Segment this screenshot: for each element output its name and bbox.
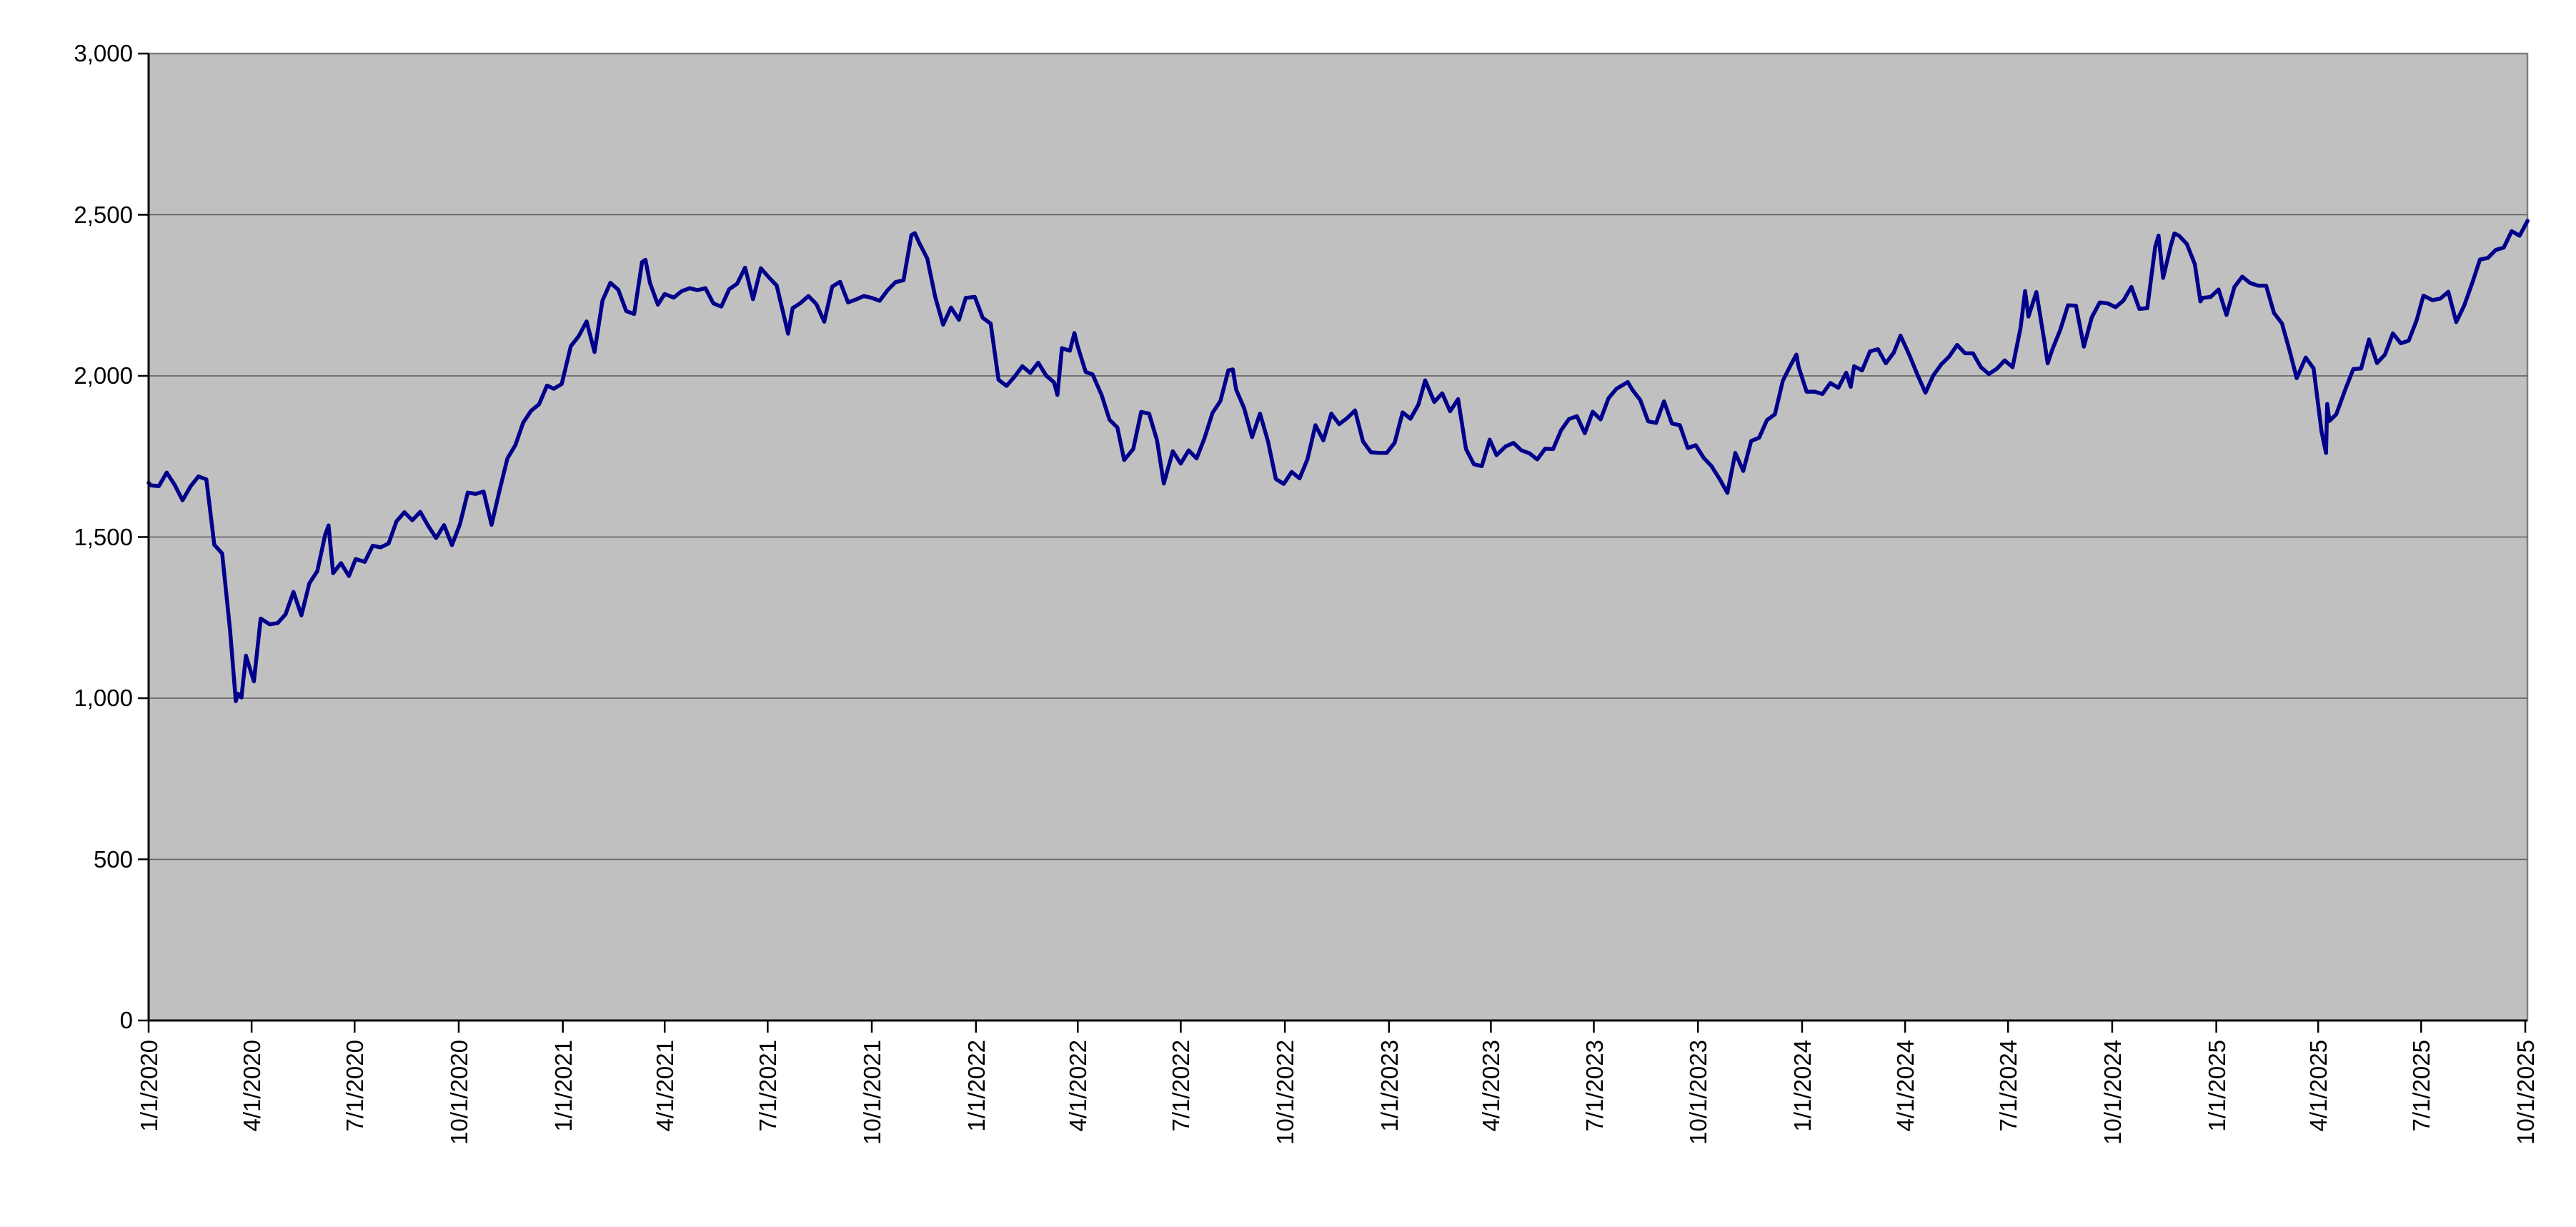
x-tick-label: 1/1/2023 bbox=[1376, 1040, 1403, 1132]
x-tick-label: 7/1/2020 bbox=[342, 1040, 369, 1132]
x-tick-label: 4/1/2023 bbox=[1478, 1040, 1505, 1132]
x-tick-label: 4/1/2020 bbox=[239, 1040, 266, 1132]
x-tick-label: 4/1/2022 bbox=[1065, 1040, 1092, 1132]
x-tick-label: 4/1/2024 bbox=[1892, 1040, 1919, 1132]
x-tick-label: 10/1/2022 bbox=[1272, 1040, 1299, 1145]
x-tick-label: 1/1/2021 bbox=[549, 1040, 577, 1132]
x-tick-label: 4/1/2025 bbox=[2305, 1040, 2332, 1132]
x-tick-label: 10/1/2021 bbox=[859, 1040, 886, 1145]
x-tick-label: 4/1/2021 bbox=[652, 1040, 679, 1132]
y-tick-label: 1,500 bbox=[74, 523, 133, 550]
y-tick-label: 500 bbox=[93, 845, 133, 873]
y-tick-label: 3,000 bbox=[74, 40, 133, 66]
x-tick-label: 7/1/2025 bbox=[2408, 1040, 2435, 1132]
x-tick-label: 10/1/2020 bbox=[445, 1040, 472, 1145]
x-tick-label: 7/1/2022 bbox=[1168, 1040, 1195, 1132]
x-tick-label: 1/1/2025 bbox=[2203, 1040, 2230, 1132]
x-tick-label: 7/1/2023 bbox=[1581, 1040, 1608, 1132]
x-tick-label: 10/1/2025 bbox=[2512, 1040, 2539, 1145]
x-tick-label: 1/1/2024 bbox=[1789, 1040, 1816, 1132]
x-tick-label: 10/1/2023 bbox=[1685, 1040, 1712, 1145]
x-tick-label: 10/1/2024 bbox=[2099, 1040, 2126, 1145]
y-tick-label: 2,500 bbox=[74, 201, 133, 228]
x-tick-label: 7/1/2024 bbox=[1995, 1040, 2022, 1132]
x-tick-label: 1/1/2022 bbox=[963, 1040, 990, 1132]
y-tick-label: 0 bbox=[119, 1007, 133, 1033]
price-line bbox=[146, 219, 2530, 703]
y-tick-label: 2,000 bbox=[74, 362, 133, 389]
x-tick-label: 7/1/2021 bbox=[755, 1040, 782, 1132]
x-tick-label: 1/1/2020 bbox=[136, 1040, 162, 1132]
y-tick-label: 1,000 bbox=[74, 685, 133, 711]
